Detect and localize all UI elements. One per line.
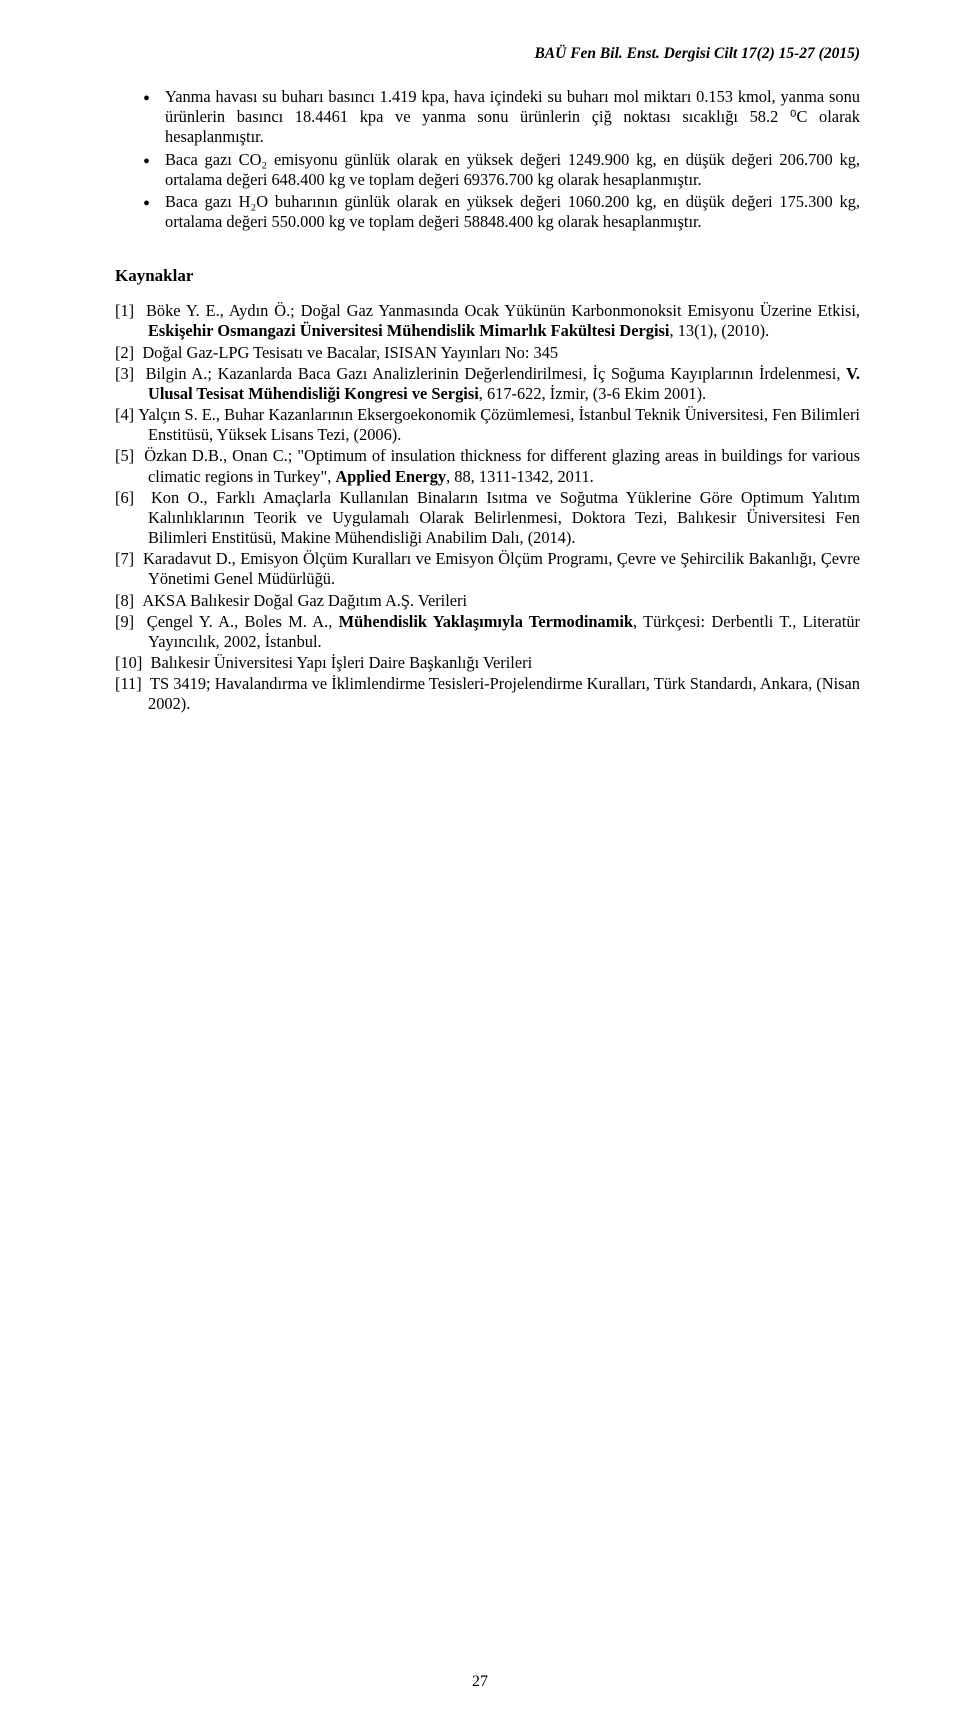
reference-item: [6] Kon O., Farklı Amaçlarla Kullanılan … (115, 488, 860, 549)
bullet-item: Yanma havası su buharı basıncı 1.419 kpa… (143, 87, 860, 148)
ref-pre: Böke Y. E., Aydın Ö.; Doğal Gaz Yanmasın… (146, 301, 860, 320)
bullet-text: Baca gazı H₂O buharının günlük olarak en… (165, 192, 860, 231)
header-text: BAÜ Fen Bil. Enst. Dergisi Cilt 17(2) 15… (534, 45, 860, 62)
ref-label: [11] (115, 674, 142, 693)
ref-pre: Yalçın S. E., Buhar Kazanlarının Eksergo… (138, 405, 860, 444)
ref-post: , 88, 1311-1342, 2011. (446, 467, 594, 486)
ref-post: , 617-622, İzmir, (3-6 Ekim 2001). (479, 384, 706, 403)
ref-post: , 13(1), (2010). (670, 321, 770, 340)
ref-pre: AKSA Balıkesir Doğal Gaz Dağıtım A.Ş. Ve… (142, 591, 467, 610)
bullet-text: Yanma havası su buharı basıncı 1.419 kpa… (165, 87, 860, 146)
ref-pre: TS 3419; Havalandırma ve İklimlendirme T… (148, 674, 860, 713)
ref-label: [6] (115, 488, 134, 507)
references-list: [1] Böke Y. E., Aydın Ö.; Doğal Gaz Yanm… (115, 301, 860, 714)
bullet-text: Baca gazı CO₂ emisyonu günlük olarak en … (165, 150, 860, 189)
reference-item: [2] Doğal Gaz-LPG Tesisatı ve Bacalar, I… (115, 343, 860, 363)
ref-pre: Bilgin A.; Kazanlarda Baca Gazı Analizle… (146, 364, 847, 383)
ref-label: [2] (115, 343, 134, 362)
reference-item: [5] Özkan D.B., Onan C.; "Optimum of ins… (115, 446, 860, 486)
ref-label: [7] (115, 549, 134, 568)
ref-bold: Applied Energy (335, 467, 446, 486)
ref-bold: Eskişehir Osmangazi Üniversitesi Mühendi… (148, 321, 670, 340)
ref-pre: Karadavut D., Emisyon Ölçüm Kuralları ve… (143, 549, 860, 588)
heading-text: Kaynaklar (115, 266, 193, 285)
ref-pre: Çengel Y. A., Boles M. A., (147, 612, 339, 631)
reference-item: [7] Karadavut D., Emisyon Ölçüm Kurallar… (115, 549, 860, 589)
ref-bold: Mühendislik Yaklaşımıyla Termodinamik (339, 612, 633, 631)
page-number-text: 27 (472, 1673, 488, 1690)
ref-label: [3] (115, 364, 134, 383)
ref-label: [8] (115, 591, 134, 610)
ref-label: [5] (115, 446, 134, 465)
page-number: 27 (0, 1672, 960, 1692)
ref-pre: Doğal Gaz-LPG Tesisatı ve Bacalar, ISISA… (142, 343, 558, 362)
ref-label: [4] (115, 405, 134, 424)
ref-pre: Balıkesir Üniversitesi Yapı İşleri Daire… (151, 653, 533, 672)
page-header: BAÜ Fen Bil. Enst. Dergisi Cilt 17(2) 15… (115, 44, 860, 63)
reference-item: [10] Balıkesir Üniversitesi Yapı İşleri … (115, 653, 860, 673)
ref-label: [9] (115, 612, 134, 631)
reference-item: [4] Yalçın S. E., Buhar Kazanlarının Eks… (115, 405, 860, 445)
bullet-item: Baca gazı H₂O buharının günlük olarak en… (143, 192, 860, 232)
reference-item: [8] AKSA Balıkesir Doğal Gaz Dağıtım A.Ş… (115, 591, 860, 611)
ref-label: [1] (115, 301, 134, 320)
reference-item: [3] Bilgin A.; Kazanlarda Baca Gazı Anal… (115, 364, 860, 404)
ref-pre: Kon O., Farklı Amaçlarla Kullanılan Bina… (148, 488, 860, 547)
reference-item: [11] TS 3419; Havalandırma ve İklimlendi… (115, 674, 860, 714)
bullet-item: Baca gazı CO₂ emisyonu günlük olarak en … (143, 150, 860, 190)
reference-item: [1] Böke Y. E., Aydın Ö.; Doğal Gaz Yanm… (115, 301, 860, 341)
ref-label: [10] (115, 653, 142, 672)
reference-item: [9] Çengel Y. A., Boles M. A., Mühendisl… (115, 612, 860, 652)
references-heading: Kaynaklar (115, 266, 860, 287)
bullet-points-list: Yanma havası su buharı basıncı 1.419 kpa… (115, 87, 860, 232)
